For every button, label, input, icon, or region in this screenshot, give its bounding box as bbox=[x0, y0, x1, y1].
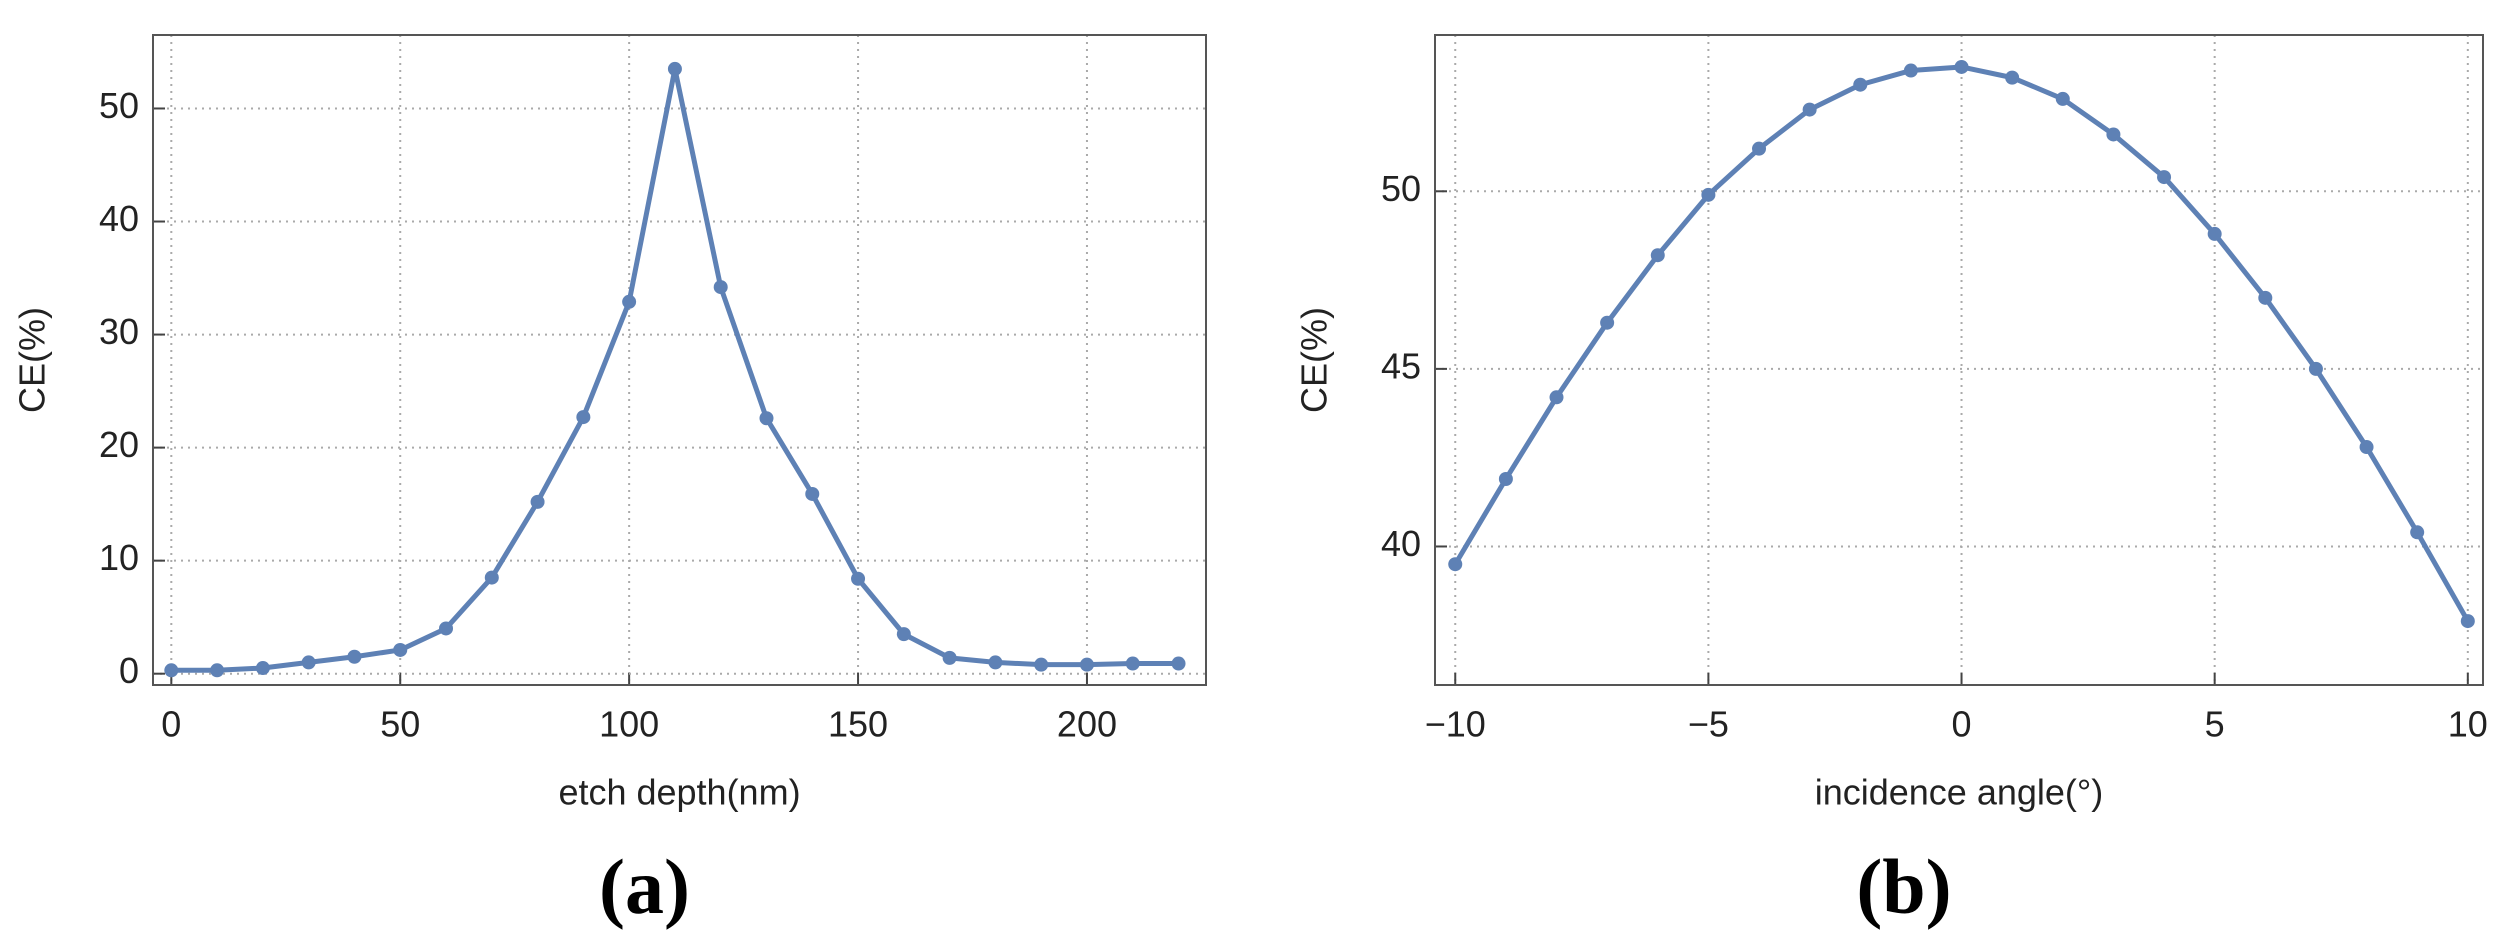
x-axis-label: etch depth(nm) bbox=[558, 772, 800, 813]
x-tick-label: 5 bbox=[2205, 704, 2225, 745]
data-point bbox=[2055, 91, 2070, 106]
y-tick-label: 40 bbox=[1381, 523, 1421, 564]
y-tick-label: 50 bbox=[1381, 168, 1421, 209]
x-axis-label: incidence angle(°) bbox=[1815, 772, 2104, 813]
data-point bbox=[1600, 315, 1615, 330]
data-point bbox=[210, 663, 225, 678]
data-point bbox=[1498, 471, 1513, 486]
data-point bbox=[759, 411, 774, 426]
data-point bbox=[484, 570, 499, 585]
data-point bbox=[347, 649, 362, 664]
data-point bbox=[1853, 77, 1868, 92]
data-point bbox=[851, 571, 866, 586]
data-point bbox=[1549, 390, 1564, 405]
data-point bbox=[622, 294, 637, 309]
x-tick-label: 50 bbox=[380, 704, 420, 745]
data-point bbox=[1701, 187, 1716, 202]
data-point bbox=[439, 621, 454, 636]
y-axis-label: CE(%) bbox=[1294, 307, 1335, 413]
data-point bbox=[1448, 557, 1463, 572]
y-tick-label: 30 bbox=[99, 311, 139, 352]
data-point bbox=[1650, 248, 1665, 263]
y-tick-label: 0 bbox=[119, 650, 139, 691]
y-tick-label: 50 bbox=[99, 85, 139, 126]
y-tick-label: 45 bbox=[1381, 345, 1421, 386]
x-tick-label: 0 bbox=[1952, 704, 1972, 745]
data-point bbox=[1125, 656, 1140, 671]
panel-label: (b) bbox=[1856, 843, 1951, 930]
data-point bbox=[2410, 525, 2425, 540]
data-point bbox=[805, 486, 820, 501]
data-point bbox=[667, 61, 682, 76]
data-point bbox=[393, 642, 408, 657]
data-point bbox=[255, 661, 270, 676]
data-point bbox=[942, 650, 957, 665]
x-tick-label: 10 bbox=[2448, 704, 2488, 745]
data-point bbox=[2308, 361, 2323, 376]
data-point bbox=[988, 655, 1003, 670]
plot-frame bbox=[1434, 34, 2484, 686]
panel-label: (a) bbox=[599, 843, 690, 930]
x-tick-label: 100 bbox=[599, 704, 659, 745]
x-tick-label: −5 bbox=[1688, 704, 1729, 745]
data-point bbox=[2106, 127, 2121, 142]
data-point bbox=[1752, 141, 1767, 156]
data-point bbox=[1171, 656, 1186, 671]
data-point bbox=[530, 494, 545, 509]
y-tick-label: 20 bbox=[99, 424, 139, 465]
data-point bbox=[576, 410, 591, 425]
data-point bbox=[1903, 63, 1918, 78]
data-point bbox=[2460, 614, 2475, 629]
plot-frame bbox=[152, 34, 1207, 686]
x-tick-label: 150 bbox=[828, 704, 888, 745]
data-point bbox=[2157, 170, 2172, 185]
data-point bbox=[2005, 70, 2020, 85]
data-point bbox=[896, 627, 911, 642]
data-point bbox=[2207, 226, 2222, 241]
y-axis-label: CE(%) bbox=[12, 307, 53, 413]
data-point bbox=[1802, 102, 1817, 117]
x-tick-label: 0 bbox=[161, 704, 181, 745]
y-tick-label: 10 bbox=[99, 537, 139, 578]
data-point bbox=[713, 280, 728, 295]
y-tick-label: 40 bbox=[99, 198, 139, 239]
data-point bbox=[1079, 657, 1094, 672]
x-tick-label: −10 bbox=[1425, 704, 1486, 745]
data-point bbox=[2359, 440, 2374, 455]
data-point bbox=[1954, 59, 1969, 74]
x-tick-label: 200 bbox=[1057, 704, 1117, 745]
data-point bbox=[164, 663, 179, 678]
series-line bbox=[171, 66, 1179, 673]
data-point bbox=[2258, 290, 2273, 305]
data-point bbox=[1034, 657, 1049, 672]
data-point bbox=[301, 655, 316, 670]
